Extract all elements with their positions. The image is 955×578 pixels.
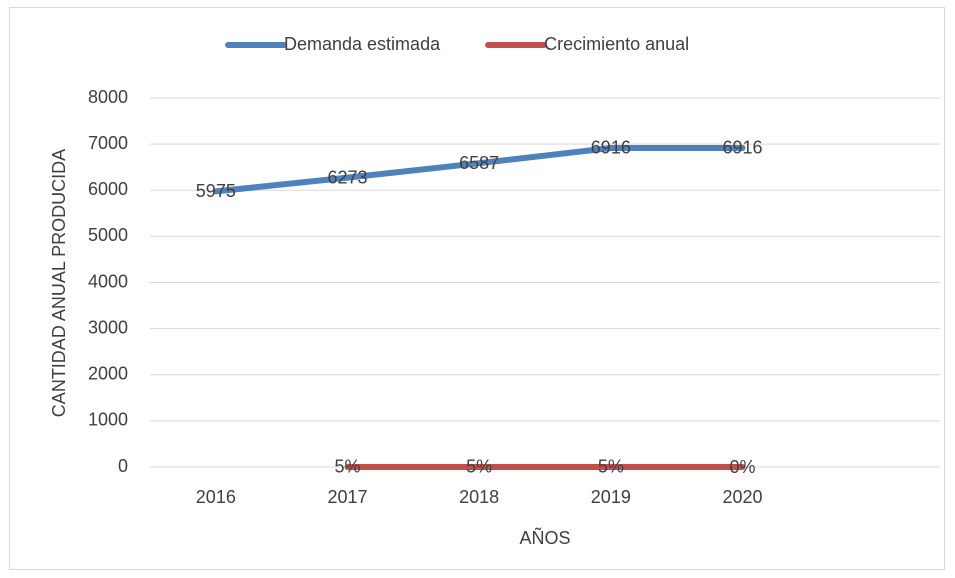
data-label: 5% <box>334 457 360 477</box>
x-axis-label: AÑOS <box>519 527 570 548</box>
x-tick-label: 2017 <box>327 487 367 507</box>
y-tick-label: 6000 <box>88 179 128 199</box>
y-tick-label: 7000 <box>88 133 128 153</box>
y-tick-label: 4000 <box>88 271 128 291</box>
x-tick-label: 2020 <box>722 487 762 507</box>
y-tick-label: 5000 <box>88 225 128 245</box>
data-label: 6916 <box>591 138 631 158</box>
data-label: 5% <box>466 457 492 477</box>
y-tick-label: 3000 <box>88 317 128 337</box>
chart-border <box>9 7 945 570</box>
y-tick-label: 8000 <box>88 87 128 107</box>
legend-label: Crecimiento anual <box>544 34 689 54</box>
y-axis-label: CANTIDAD ANUAL PRODUCIDA <box>49 149 69 417</box>
y-tick-label: 0 <box>118 456 128 476</box>
data-label: 5975 <box>196 181 236 201</box>
y-tick-label: 2000 <box>88 364 128 384</box>
data-label: 5% <box>598 457 624 477</box>
data-label: 6916 <box>722 138 762 158</box>
data-label: 6587 <box>459 153 499 173</box>
data-label: 0% <box>729 457 755 477</box>
legend-label: Demanda estimada <box>284 34 441 54</box>
y-tick-label: 1000 <box>88 410 128 430</box>
data-label: 6273 <box>327 167 367 187</box>
series-line <box>212 144 746 195</box>
x-tick-label: 2018 <box>459 487 499 507</box>
x-tick-label: 2019 <box>591 487 631 507</box>
x-tick-label: 2016 <box>196 487 236 507</box>
